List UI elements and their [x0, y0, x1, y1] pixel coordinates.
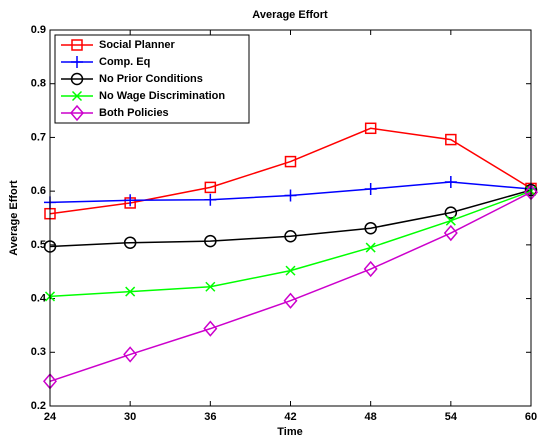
marker	[204, 193, 217, 206]
marker	[125, 286, 136, 297]
marker	[204, 234, 217, 248]
marker	[364, 221, 377, 235]
marker	[123, 236, 137, 249]
plot-frame	[49, 29, 532, 407]
legend-marker	[71, 90, 83, 102]
marker	[284, 155, 297, 168]
marker	[443, 224, 458, 242]
marker	[284, 230, 297, 243]
marker	[364, 182, 377, 195]
marker	[284, 189, 297, 202]
marker	[445, 215, 456, 226]
marker	[203, 320, 218, 337]
marker	[123, 346, 138, 363]
x-tick-label: 30	[124, 411, 136, 423]
x-tick-label: 42	[284, 411, 296, 423]
legend-label: Social Planner	[99, 39, 176, 51]
marker	[363, 260, 378, 278]
marker	[445, 133, 457, 146]
marker	[444, 176, 457, 189]
marker	[285, 265, 296, 276]
legend-label: Comp. Eq	[99, 56, 150, 68]
x-tick-label: 24	[44, 411, 57, 423]
series-line	[49, 191, 532, 383]
y-tick-label: 0.5	[31, 239, 46, 251]
x-tick-label: 48	[365, 411, 377, 423]
legend-label: No Prior Conditions	[99, 73, 203, 85]
marker	[283, 292, 298, 309]
legend-marker	[71, 39, 83, 51]
marker	[204, 181, 217, 194]
legend-marker	[71, 56, 83, 68]
y-tick-label: 0.8	[31, 78, 46, 90]
legend-marker	[70, 72, 84, 86]
x-tick-label: 60	[525, 411, 537, 423]
y-tick-label: 0.6	[31, 185, 46, 197]
marker	[365, 242, 376, 253]
x-axis-label: Time	[277, 426, 302, 438]
legend-label: No Wage Discrimination	[99, 90, 225, 102]
marker	[444, 206, 458, 219]
x-tick-label: 36	[204, 411, 216, 423]
series-line	[49, 189, 532, 248]
y-axis-label: Average Effort	[8, 180, 20, 256]
legend-marker	[70, 104, 84, 122]
legend-label: Both Policies	[99, 107, 169, 119]
y-tick-label: 0.9	[31, 24, 46, 36]
y-tick-label: 0.3	[31, 346, 46, 358]
x-tick-label: 54	[445, 411, 458, 423]
y-tick-label: 0.7	[31, 131, 46, 143]
y-tick-label: 0.4	[31, 292, 47, 304]
marker	[364, 122, 377, 135]
marker	[205, 281, 216, 292]
marker	[124, 194, 137, 207]
y-tick-label: 0.2	[31, 400, 46, 412]
chart-title: Average Effort	[252, 9, 328, 21]
